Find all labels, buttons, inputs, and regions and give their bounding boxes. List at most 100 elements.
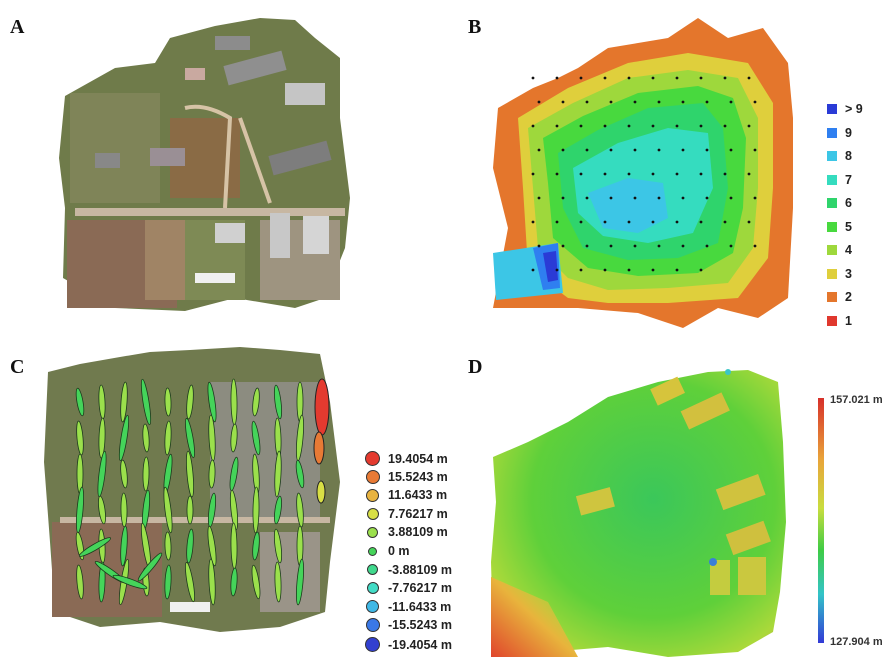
error-ellipse: [274, 495, 282, 525]
error-ellipse: [274, 561, 282, 603]
error-ellipse: [230, 378, 238, 426]
camera-position-dot: [627, 220, 631, 224]
camera-position-dot: [555, 124, 559, 128]
error-ellipse: [98, 495, 106, 525]
error-ellipse: [78, 537, 112, 557]
camera-position-dot: [753, 244, 757, 248]
legend-swatch: [367, 564, 378, 576]
camera-position-dot: [699, 268, 703, 272]
camera-position-dot: [651, 124, 655, 128]
legend-label: 9: [845, 125, 852, 140]
camera-position-dot: [579, 76, 583, 80]
camera-position-dot: [657, 196, 661, 200]
legend-swatch: [827, 315, 837, 326]
overlap-legend-item: 3: [827, 267, 852, 281]
error-ellipse-map: [40, 342, 345, 647]
legend-swatch: [365, 451, 380, 466]
error-ellipse: [252, 387, 260, 417]
camera-position-dot: [555, 268, 559, 272]
error-ellipse: [207, 381, 217, 423]
error-ellipse: [118, 414, 130, 462]
camera-position-dot: [627, 76, 631, 80]
panel-c-letter: C: [10, 356, 25, 378]
legend-label: -11.6433 m: [388, 599, 452, 614]
overlap-legend-item: 2: [827, 290, 852, 304]
camera-position-dot: [531, 220, 535, 224]
camera-position-dot: [609, 100, 613, 104]
camera-position-dot: [603, 76, 607, 80]
error-ellipse: [230, 423, 238, 453]
error-legend-item: -11.6433 m: [366, 600, 451, 614]
camera-position-dot: [633, 196, 637, 200]
camera-position-dot: [657, 100, 661, 104]
camera-position-dot: [651, 172, 655, 176]
camera-position-dot: [531, 76, 535, 80]
legend-swatch: [827, 198, 837, 208]
legend-swatch: [365, 637, 380, 652]
error-ellipse: [185, 561, 195, 603]
camera-position-dot: [675, 220, 679, 224]
camera-position-dot: [633, 148, 637, 152]
camera-position-dot: [651, 268, 655, 272]
camera-position-dot: [747, 124, 751, 128]
error-ellipse: [112, 574, 148, 590]
error-ellipse: [76, 564, 84, 600]
colorbar-max-label: 157.021 m: [830, 394, 883, 406]
dsm-map: [488, 362, 793, 667]
legend-swatch: [827, 151, 837, 161]
camera-position-dot: [585, 148, 589, 152]
camera-position-dot: [705, 244, 709, 248]
camera-position-dot: [603, 124, 607, 128]
camera-position-dot: [531, 172, 535, 176]
camera-position-dot: [705, 196, 709, 200]
camera-position-dot: [627, 172, 631, 176]
camera-position-dot: [747, 220, 751, 224]
error-ellipse: [142, 423, 150, 453]
error-ellipse: [251, 420, 261, 456]
error-ellipse: [274, 450, 282, 498]
error-ellipse: [186, 495, 194, 525]
error-legend-item: -3.88109 m: [367, 563, 452, 577]
error-legend-item: 19.4054 m: [365, 451, 448, 466]
error-ellipse: [137, 552, 163, 582]
camera-position-dot: [723, 124, 727, 128]
colorbar-min-label: 127.904 m: [830, 636, 883, 648]
camera-position-dot: [609, 244, 613, 248]
error-ellipse: [208, 558, 216, 606]
camera-position-dot: [747, 172, 751, 176]
camera-position-dot: [633, 244, 637, 248]
error-legend-item: -7.76217 m: [366, 581, 452, 595]
error-legend-item: -19.4054 m: [365, 637, 452, 652]
camera-position-dot: [555, 76, 559, 80]
camera-position-dot: [579, 172, 583, 176]
camera-position-dot: [627, 124, 631, 128]
error-ellipse: [230, 522, 238, 570]
error-ellipse: [120, 525, 128, 567]
error-ellipse: [295, 459, 305, 489]
camera-position-dot: [729, 100, 733, 104]
overlap-legend-item: > 9: [827, 102, 863, 116]
error-ellipse: [252, 531, 260, 561]
camera-position-dot: [723, 172, 727, 176]
camera-position-dot: [675, 268, 679, 272]
legend-label: > 9: [845, 102, 863, 116]
camera-position-dot: [537, 244, 541, 248]
camera-position-dot: [699, 76, 703, 80]
error-ellipse: [207, 525, 217, 567]
camera-position-dot: [699, 172, 703, 176]
camera-position-dot: [585, 100, 589, 104]
camera-position-dot: [585, 196, 589, 200]
camera-position-dot: [681, 148, 685, 152]
error-ellipse: [273, 384, 283, 420]
camera-position-dot: [675, 124, 679, 128]
camera-position-dot: [675, 172, 679, 176]
overlap-legend-item: 1: [827, 314, 852, 328]
error-ellipse: [230, 567, 238, 597]
camera-position-dot: [657, 148, 661, 152]
camera-position-dot: [555, 220, 559, 224]
error-ellipse: [75, 387, 85, 417]
legend-swatch: [827, 292, 837, 302]
error-legend-item: 15.5243 m: [365, 469, 448, 484]
error-ellipse: [208, 459, 216, 489]
legend-label: 11.6433 m: [388, 488, 448, 503]
